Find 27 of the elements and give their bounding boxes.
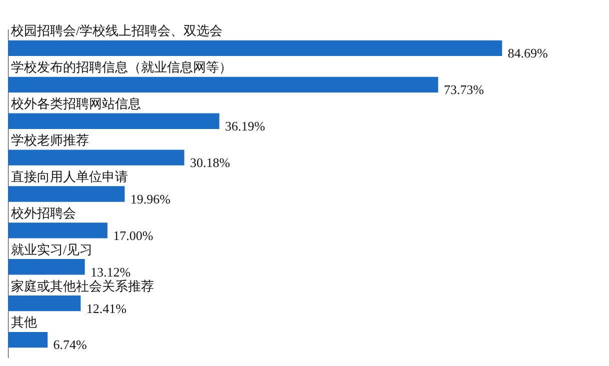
data-label: 13.12% — [90, 264, 131, 280]
data-label: 6.74% — [53, 337, 88, 352]
y-tick-label: 其他 — [11, 314, 37, 330]
bar — [8, 296, 81, 312]
y-tick-label: 学校发布的招聘信息（就业信息网等） — [11, 60, 232, 75]
y-tick-label: 校外各类招聘网站信息 — [10, 96, 141, 112]
bar — [8, 332, 48, 348]
y-tick-label: 就业实习/见习 — [11, 242, 93, 257]
data-label: 84.69% — [508, 46, 548, 61]
data-label: 73.73% — [444, 82, 484, 98]
y-tick-label: 校园招聘会/学校线上招聘会、双选会 — [10, 23, 223, 38]
data-label: 12.41% — [86, 300, 127, 316]
y-tick-label: 直接向用人单位申请 — [11, 168, 128, 184]
y-tick-label: 学校老师推荐 — [11, 132, 89, 148]
bar — [8, 113, 220, 129]
bar — [8, 259, 85, 275]
bar — [8, 186, 125, 202]
y-tick-label: 校外招聘会 — [10, 205, 76, 220]
data-label: 17.00% — [113, 228, 154, 243]
data-label: 19.96% — [130, 191, 171, 206]
bar — [8, 40, 502, 56]
bar — [8, 150, 184, 166]
bar — [8, 76, 438, 92]
data-label: 30.18% — [190, 154, 230, 170]
data-label: 36.19% — [224, 118, 266, 134]
y-tick-label: 家庭或其他社会关系推荐 — [11, 278, 154, 294]
bar — [8, 222, 108, 238]
